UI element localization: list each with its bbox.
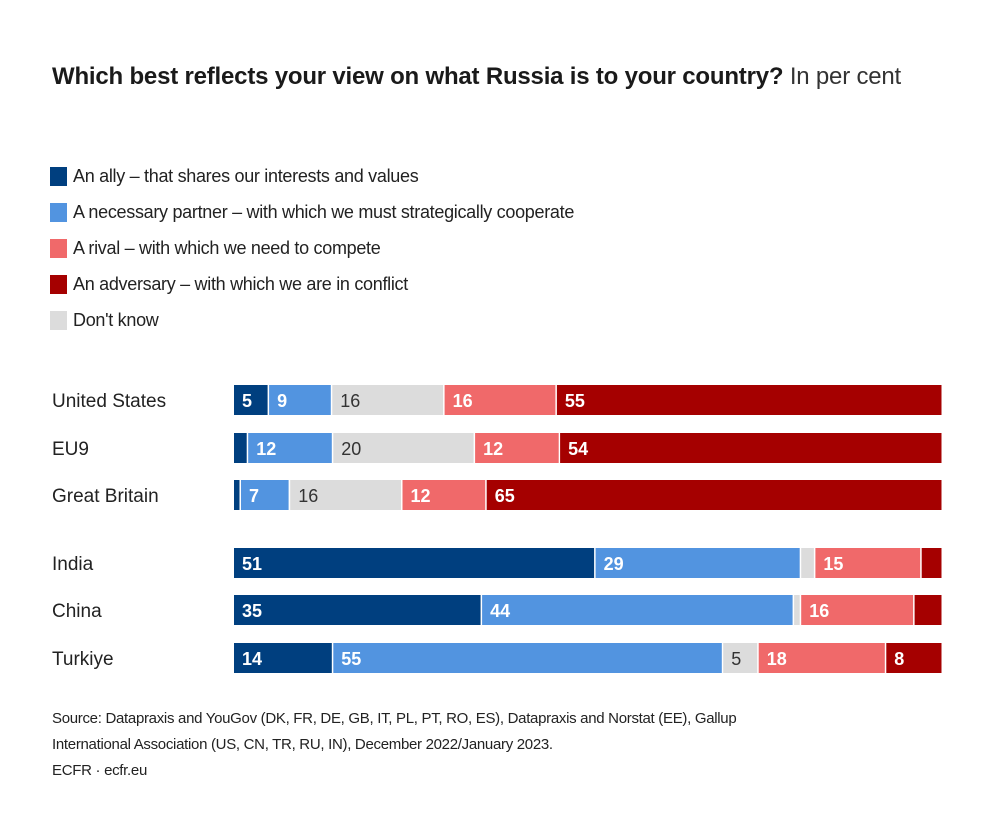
data-label: 8 <box>894 649 904 669</box>
legend-swatch <box>50 310 67 330</box>
bar-segment-a-necessary-partner <box>269 385 331 415</box>
chart-title: Which best reflects your view on what Ru… <box>52 58 932 96</box>
legend-swatch <box>50 238 67 258</box>
bar-segment-an-adversary <box>921 548 942 578</box>
data-label: 16 <box>453 391 473 411</box>
data-label: 55 <box>341 649 361 669</box>
legend-label: A rival – with which we need to compete <box>73 237 381 258</box>
bar-segment-a-rival <box>402 480 486 510</box>
bar-segment-a-necessary-partner <box>482 595 793 625</box>
legend-label: An adversary – with which we are in conf… <box>73 273 408 294</box>
chart-title-main: Which best reflects your view on what Ru… <box>52 63 784 90</box>
bar-segment-a-necessary-partner <box>241 480 289 510</box>
data-label: 29 <box>604 554 624 574</box>
bar-segment-a-rival <box>475 433 559 463</box>
bar-row-turkiye: Turkiye 14 55 5 18 8 <box>52 643 942 673</box>
data-label: 16 <box>809 601 829 621</box>
legend-swatch <box>50 166 67 186</box>
category-label: United States <box>52 391 166 412</box>
legend-label: A necessary partner – with which we must… <box>73 201 575 222</box>
data-label: 12 <box>483 439 503 459</box>
data-label: 65 <box>495 486 515 506</box>
bar-segment-an-adversary <box>560 433 942 463</box>
bar-segment-don-t-know <box>794 595 800 625</box>
category-label: China <box>52 601 102 622</box>
data-label: 16 <box>340 391 360 411</box>
legend-label: Don't know <box>73 309 159 330</box>
bar-segment-an-ally <box>234 480 240 510</box>
bar-segment-a-rival <box>801 595 914 625</box>
data-label: 16 <box>298 486 318 506</box>
legend-swatch <box>50 202 67 222</box>
bar-segment-a-necessary-partner <box>248 433 332 463</box>
legend-item-rival: A rival – with which we need to compete <box>50 230 574 266</box>
data-label: 12 <box>256 439 276 459</box>
data-label: 54 <box>568 439 588 459</box>
chart-subtitle: In per cent <box>789 63 902 90</box>
stacked-bar-chart: United States 5 9 16 16 55 EU9 12 20 12 54 Great Br… <box>52 385 942 673</box>
legend-item-ally: An ally – that shares our interests and … <box>50 158 574 194</box>
category-label: Great Britain <box>52 486 159 507</box>
credit-line: ECFR · ecfr.eu <box>52 762 147 779</box>
data-label: 35 <box>242 601 262 621</box>
bar-segment-an-ally <box>234 595 481 625</box>
source-note: Source: Datapraxis and YouGov (DK, FR, D… <box>52 706 952 784</box>
bar-row-india: India 51 29 15 <box>52 548 942 578</box>
legend-item-partner: A necessary partner – with which we must… <box>50 194 574 230</box>
source-line-1: Source: Datapraxis and YouGov (DK, FR, D… <box>52 710 737 727</box>
bar-segment-an-ally <box>234 643 332 673</box>
bar-row-united-states: United States 5 9 16 16 55 <box>52 385 942 415</box>
legend-label: An ally – that shares our interests and … <box>73 165 419 186</box>
category-label: EU9 <box>52 439 89 460</box>
bar-segment-don-t-know <box>332 385 444 415</box>
data-label: 55 <box>565 391 585 411</box>
legend-item-dont-know: Don't know <box>50 302 574 338</box>
data-label: 51 <box>242 554 262 574</box>
bar-segment-an-adversary <box>486 480 942 510</box>
data-label: 15 <box>823 554 843 574</box>
data-label: 12 <box>411 486 431 506</box>
data-label: 20 <box>341 439 361 459</box>
bar-segment-don-t-know <box>290 480 401 510</box>
bar-segment-an-ally <box>234 548 595 578</box>
bar-segment-don-t-know <box>801 548 814 578</box>
bar-segment-an-ally <box>234 433 247 463</box>
data-label: 18 <box>767 649 787 669</box>
category-label: India <box>52 554 94 575</box>
bar-segment-an-adversary <box>556 385 942 415</box>
bar-segment-a-rival <box>758 643 885 673</box>
bar-segment-don-t-know <box>723 643 758 673</box>
legend: An ally – that shares our interests and … <box>50 158 574 338</box>
bar-segment-a-necessary-partner <box>595 548 800 578</box>
legend-swatch <box>50 274 67 294</box>
bar-segment-a-rival <box>444 385 556 415</box>
bar-row-china: China 35 44 16 <box>52 595 942 625</box>
bar-segment-don-t-know <box>333 433 474 463</box>
bar-row-great-britain: Great Britain 7 16 12 65 <box>52 480 942 510</box>
bar-segment-a-necessary-partner <box>333 643 722 673</box>
legend-item-adversary: An adversary – with which we are in conf… <box>50 266 574 302</box>
bar-segment-a-rival <box>815 548 921 578</box>
data-label: 7 <box>249 486 259 506</box>
data-label: 5 <box>242 391 252 411</box>
data-label: 44 <box>490 601 510 621</box>
category-label: Turkiye <box>52 649 114 670</box>
bar-row-eu9: EU9 12 20 12 54 <box>52 433 942 463</box>
source-line-2: International Association (US, CN, TR, R… <box>52 736 553 753</box>
bar-segment-an-ally <box>234 385 268 415</box>
data-label: 9 <box>277 391 287 411</box>
data-label: 5 <box>731 649 741 669</box>
data-label: 14 <box>242 649 262 669</box>
bar-segment-an-adversary <box>886 643 942 673</box>
bar-segment-an-adversary <box>914 595 942 625</box>
